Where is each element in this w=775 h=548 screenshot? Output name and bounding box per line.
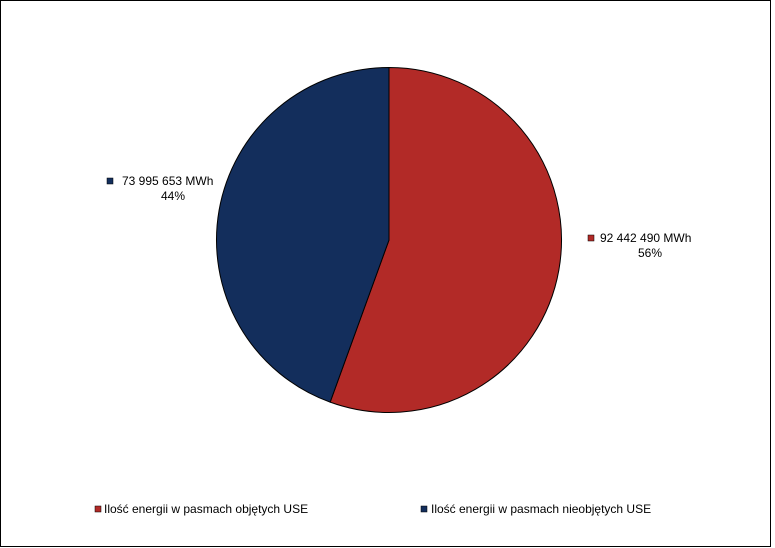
pie-slice (329, 66, 562, 413)
legend-key (420, 505, 428, 513)
percent-label: 56% (638, 246, 662, 260)
legend-key (94, 505, 102, 513)
label-key (587, 234, 595, 242)
legend-label: Ilość energii w pasmach objętych USE (104, 502, 308, 516)
percent-label: 44% (161, 189, 185, 203)
label-key (106, 177, 114, 185)
value-label: 73 995 653 MWh (122, 174, 213, 188)
legend-label: Ilość energii w pasmach nieobjętych USE (431, 502, 651, 516)
pie-slice (216, 66, 390, 403)
value-label: 92 442 490 MWh (600, 231, 691, 245)
